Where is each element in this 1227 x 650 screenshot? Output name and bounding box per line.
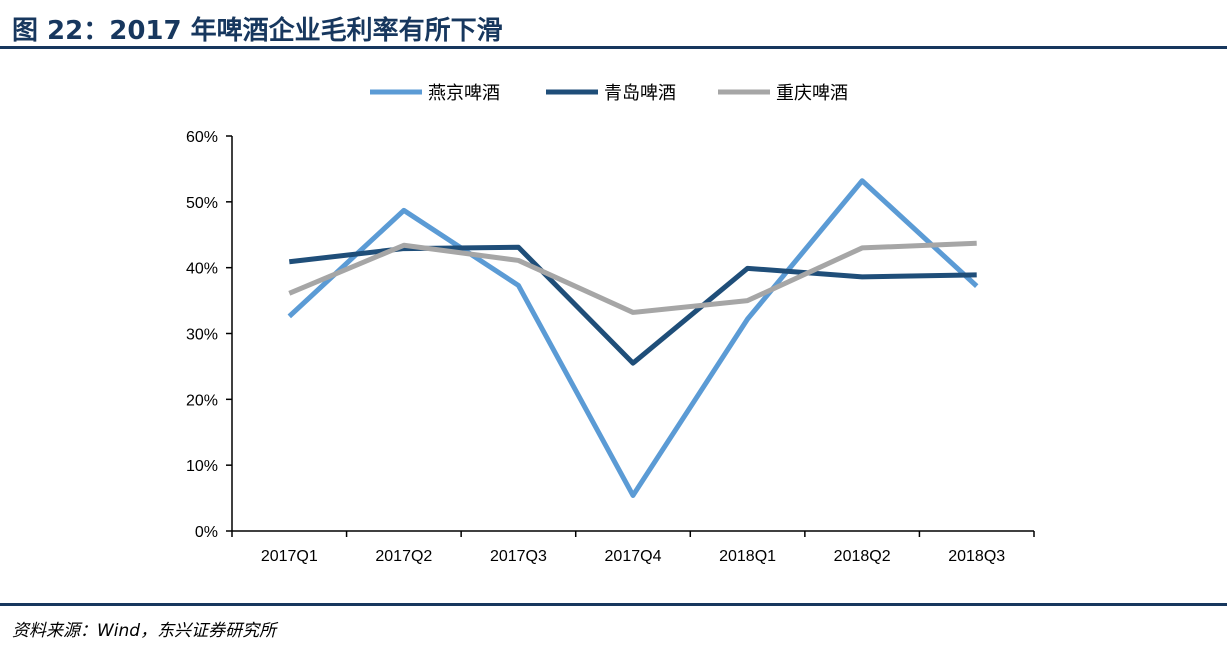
x-tick-label: 2017Q2: [375, 548, 432, 565]
legend-item-2: 青岛啤酒: [546, 83, 676, 104]
y-tick-label: 0%: [195, 524, 218, 541]
y-tick-label: 50%: [186, 195, 218, 212]
x-tick-label: 2017Q1: [261, 548, 318, 565]
legend-item-1: 燕京啤酒: [370, 83, 500, 104]
series-line-2: [289, 244, 977, 366]
footer-divider: [0, 603, 1227, 606]
header-divider: [0, 46, 1227, 49]
chart-legend: 燕京啤酒 青岛啤酒 重庆啤酒: [370, 83, 848, 104]
legend-item-3: 重庆啤酒: [718, 83, 848, 104]
legend-label: 燕京啤酒: [428, 83, 500, 104]
x-tick-label: 2018Q1: [719, 548, 776, 565]
y-tick-label: 30%: [186, 327, 218, 344]
source-note: 资料来源：Wind，东兴证券研究所: [12, 621, 277, 641]
chart-series: [287, 178, 979, 498]
x-tick-label: 2018Q2: [834, 548, 891, 565]
y-tick-label: 60%: [186, 129, 218, 146]
x-tick-label: 2017Q4: [605, 548, 662, 565]
series-line-3: [288, 240, 977, 315]
x-tick-label: 2018Q3: [948, 548, 1005, 565]
chart-axes: 0% 10% 20% 30% 40% 50% 60% 2017Q1 2017Q2 2017Q3 20…: [186, 129, 1035, 565]
y-tick-label: 20%: [186, 392, 218, 409]
series-line-1: [287, 178, 979, 498]
y-tick-label: 10%: [186, 458, 218, 475]
legend-label: 青岛啤酒: [604, 83, 676, 104]
x-tick-label: 2017Q3: [490, 548, 547, 565]
legend-label: 重庆啤酒: [776, 83, 848, 104]
y-tick-label: 40%: [186, 261, 218, 278]
line-chart: 燕京啤酒 青岛啤酒 重庆啤酒 0% 10% 20% 30% 40% 50% 60% 2017Q1 2…: [186, 83, 1035, 565]
page-title: 图 22：2017 年啤酒企业毛利率有所下滑: [12, 16, 503, 46]
